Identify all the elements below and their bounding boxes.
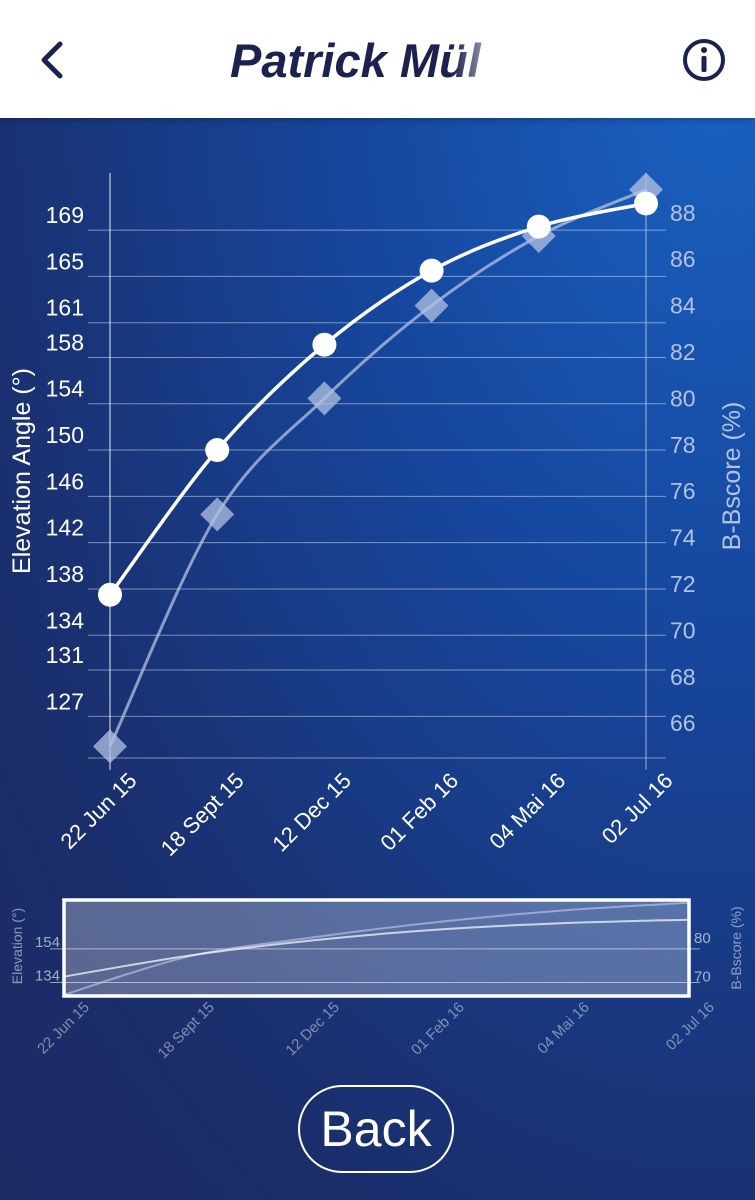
- circle-point: [634, 191, 658, 216]
- y-tick-label: 154: [35, 934, 60, 951]
- x-tick-label: 02 Jul 16: [663, 999, 718, 1054]
- circle-point: [419, 258, 444, 283]
- y2-tick-label: 70: [694, 969, 711, 986]
- y-tick-label: 161: [46, 295, 84, 321]
- y-tick-label: 165: [46, 248, 84, 274]
- x-tick-label: 22 Jun 15: [56, 768, 142, 854]
- x-tick-label: 04 Mai 16: [534, 999, 593, 1058]
- chevron-left-icon[interactable]: [30, 36, 78, 84]
- y-tick-label: 142: [46, 515, 84, 541]
- series-line-bscore: [108, 188, 647, 748]
- x-tick-label: 18 Sept 15: [154, 999, 217, 1062]
- series-line-elevation: [108, 201, 647, 596]
- y2-tick-label: 76: [670, 478, 696, 504]
- y-tick-label: 134: [35, 968, 60, 985]
- y2-axis-title: B-Bscore (%): [718, 402, 746, 551]
- y-tick-label: 150: [46, 422, 84, 448]
- y-tick-label: 127: [46, 688, 84, 714]
- circle-point: [526, 214, 551, 239]
- y2-tick-label: 86: [670, 246, 696, 272]
- navigator-line-elevation: [63, 918, 690, 978]
- y-tick-label: 131: [46, 642, 84, 668]
- y2-tick-label: 80: [694, 930, 711, 947]
- diamond-point: [200, 497, 235, 532]
- y-tick-label: 169: [46, 202, 84, 228]
- navigator-frame: [62, 898, 691, 998]
- y2-tick-label: 82: [670, 339, 696, 365]
- x-tick-label: 04 Mai 16: [484, 768, 570, 854]
- y2-tick-label: 80: [670, 385, 696, 411]
- y2-axis-title: B-Bscore (%): [728, 906, 744, 989]
- diamond-point: [414, 288, 449, 323]
- info-circle-icon[interactable]: [680, 36, 728, 84]
- back-button[interactable]: Back: [298, 1085, 454, 1173]
- y-axis-title: Elevation Angle (°): [8, 368, 36, 574]
- circle-point: [312, 332, 337, 357]
- range-navigator-chart[interactable]: 134 154 70 80 Elevation (°) B-Bscore (%) 22 Ju…: [0, 880, 755, 1070]
- y2-tick-label: 70: [670, 617, 696, 643]
- page-title: Patrick Mül: [230, 34, 481, 87]
- elevation-bscore-chart: 127 131 134 138 142 146 150 154 158 161 165 169 66 68…: [8, 172, 746, 861]
- y-tick-label: 138: [46, 561, 84, 587]
- y2-tick-label: 72: [670, 571, 696, 597]
- y2-tick-label: 88: [670, 200, 696, 226]
- x-tick-label: 22 Jun 15: [34, 999, 93, 1058]
- x-tick-label: 12 Dec 15: [267, 768, 356, 857]
- circle-point: [98, 582, 122, 607]
- y-tick-label: 158: [46, 329, 84, 355]
- navigator-line-bscore: [63, 901, 690, 996]
- x-tick-label: 18 Sept 15: [156, 768, 249, 861]
- y2-tick-label: 68: [670, 664, 696, 690]
- circle-point: [205, 438, 230, 463]
- y-tick-label: 146: [46, 468, 84, 494]
- y-tick-label: 134: [46, 607, 85, 633]
- y2-tick-label: 78: [670, 432, 696, 458]
- diamond-point: [307, 381, 342, 416]
- x-tick-label: 01 Feb 16: [408, 999, 468, 1059]
- y2-tick-label: 66: [670, 710, 696, 736]
- y-tick-label: 154: [46, 376, 85, 402]
- x-tick-label: 12 Dec 15: [282, 999, 342, 1059]
- y2-tick-label: 84: [670, 293, 696, 319]
- navigator-selection: [64, 900, 689, 996]
- x-tick-label: 02 Jul 16: [597, 768, 678, 849]
- y-axis-title: Elevation (°): [9, 908, 25, 984]
- app-header: Patrick Mül: [0, 0, 755, 118]
- y2-tick-label: 74: [670, 525, 696, 551]
- x-tick-label: 01 Feb 16: [375, 768, 463, 856]
